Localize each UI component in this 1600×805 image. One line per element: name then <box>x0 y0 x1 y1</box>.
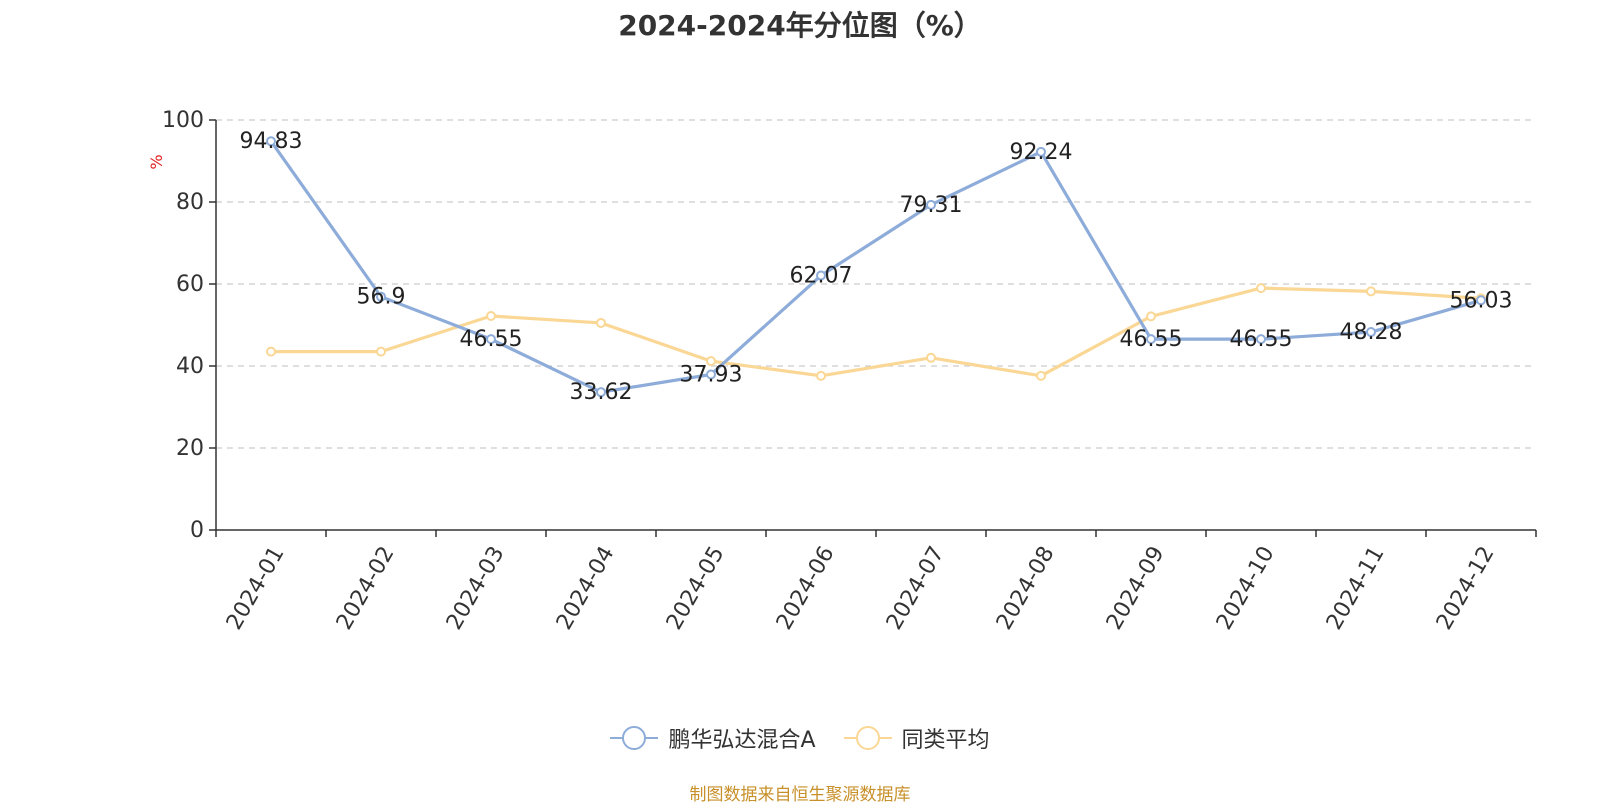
series-2-point-9[interactable] <box>1256 283 1266 294</box>
data-labels: 94.83 56.9 46.55 33.62 37.93 62.07 79.31 92.24 4… <box>240 129 1513 405</box>
y-tick-label-3: 60 <box>176 272 204 297</box>
y-tick-label-4: 80 <box>176 190 204 215</box>
data-label-6: 79.31 <box>900 193 963 218</box>
legend-swatch-series-1-icon <box>610 725 659 751</box>
series-2-point-5[interactable] <box>816 370 826 381</box>
legend-swatch-series-2-icon <box>843 725 892 751</box>
legend-item-series-1[interactable]: 鹏华弘达混合A <box>610 722 816 754</box>
x-tick-label-11: 2024-12 <box>1432 542 1500 634</box>
data-label-9: 46.55 <box>1230 327 1293 352</box>
series-1-point-9[interactable] <box>1256 334 1266 345</box>
legend: 鹏华弘达混合A 同类平均 <box>0 722 1600 754</box>
series-2-point-2[interactable] <box>486 310 496 321</box>
data-label-1: 56.9 <box>357 285 406 310</box>
x-tick-label-0: 2024-01 <box>222 542 290 634</box>
series-line-2 <box>271 286 1482 378</box>
series-1-point-4[interactable] <box>706 369 716 380</box>
x-tick-label-9: 2024-10 <box>1212 542 1280 634</box>
x-tick-label-7: 2024-08 <box>992 542 1060 634</box>
series-2-point-10[interactable] <box>1366 286 1376 297</box>
series-2-point-7[interactable] <box>1036 370 1046 381</box>
series-2-point-8[interactable] <box>1146 311 1156 322</box>
series-2-point-1[interactable] <box>376 346 386 357</box>
x-tick-label-6: 2024-07 <box>882 542 950 634</box>
legend-item-series-2[interactable]: 同类平均 <box>843 722 990 754</box>
series-line-1 <box>269 140 1482 394</box>
series-1-point-11[interactable] <box>1476 295 1486 306</box>
y-tick-label-5: 100 <box>162 108 204 133</box>
gridlines <box>216 119 1536 449</box>
chart-title: 2024-2024年分位图（%） <box>618 9 982 42</box>
data-label-3: 33.62 <box>570 380 633 405</box>
series-2-point-3[interactable] <box>596 317 606 328</box>
y-tick-label-2: 40 <box>176 354 204 379</box>
x-tick-label-2: 2024-03 <box>442 542 510 634</box>
series-1-point-1[interactable] <box>376 291 386 302</box>
legend-label-series-1: 鹏华弘达混合A <box>668 728 816 753</box>
series-lines <box>266 136 1486 398</box>
series-2-point-0[interactable] <box>266 346 276 357</box>
data-label-2: 46.55 <box>460 327 523 352</box>
series-1-point-10[interactable] <box>1366 327 1376 338</box>
series-1-point-6[interactable] <box>926 199 936 210</box>
data-label-0: 94.83 <box>240 129 303 154</box>
y-tick-label-1: 20 <box>176 436 204 461</box>
legend-label-series-2: 同类平均 <box>901 728 990 753</box>
x-tick-label-4: 2024-05 <box>662 542 730 634</box>
series-1-point-2[interactable] <box>486 334 496 345</box>
series-2-point-6[interactable] <box>926 352 936 363</box>
data-label-11: 56.03 <box>1450 288 1513 313</box>
data-label-10: 48.28 <box>1340 320 1403 345</box>
series-1-point-3[interactable] <box>596 387 606 398</box>
x-tick-label-10: 2024-11 <box>1322 542 1390 634</box>
series-1-point-8[interactable] <box>1146 334 1156 345</box>
data-label-8: 46.55 <box>1120 327 1183 352</box>
data-label-7: 92.24 <box>1010 140 1073 165</box>
x-tick-label-1: 2024-02 <box>332 542 400 634</box>
x-tick-label-3: 2024-04 <box>552 542 620 634</box>
series-1-point-0[interactable] <box>266 136 276 147</box>
x-tick-label-5: 2024-06 <box>772 542 840 634</box>
data-label-5: 62.07 <box>790 264 853 289</box>
series-2-point-4[interactable] <box>706 356 716 367</box>
data-label-4: 37.93 <box>680 362 743 387</box>
source-note: 制图数据来自恒生聚源数据库 <box>689 785 911 805</box>
series-1-point-5[interactable] <box>816 270 826 281</box>
x-tick-label-8: 2024-09 <box>1102 542 1170 634</box>
y-axis-label: % <box>147 154 166 169</box>
y-tick-label-0: 0 <box>190 518 204 543</box>
series-1-point-7[interactable] <box>1036 146 1046 157</box>
